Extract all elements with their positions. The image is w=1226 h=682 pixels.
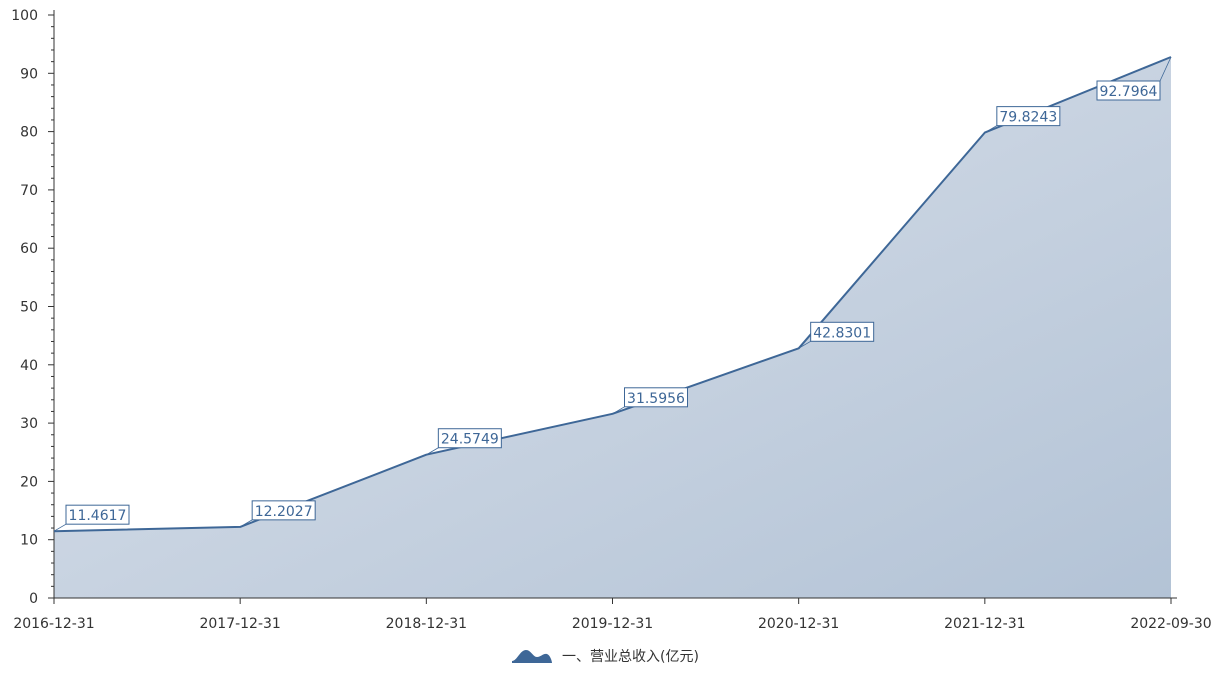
legend-area-icon	[512, 650, 552, 663]
y-tick-label: 40	[20, 358, 38, 374]
axes: 0 10 20 30 40 50 60 70 80 90 100 2016-12-31 2017-12-…	[11, 8, 1211, 632]
series-area	[54, 57, 1171, 598]
data-label-box	[996, 106, 1061, 127]
data-label: 11.4617	[53, 504, 130, 532]
data-label-box	[251, 500, 316, 521]
x-tick-label: 2022-09-30	[1130, 616, 1211, 632]
data-label: 24.5749	[426, 428, 502, 456]
y-tick-label: 50	[20, 300, 38, 316]
x-tick-label: 2018-12-31	[386, 616, 467, 632]
y-tick-label: 90	[20, 66, 38, 82]
data-label-value: 11.4617	[69, 508, 127, 524]
data-labels: 11.4617 12.2027 24.5749 31.5956 42.8301 79.82…	[53, 56, 1172, 532]
legend-label: 一、营业总收入(亿元)	[562, 649, 699, 665]
legend[interactable]: 一、营业总收入(亿元)	[512, 646, 699, 666]
data-label-value: 12.2027	[255, 504, 313, 520]
x-tick-label: 2021-12-31	[944, 616, 1025, 632]
data-label-leader	[612, 406, 625, 415]
y-tick-label: 60	[20, 241, 38, 257]
data-label-leader	[984, 125, 998, 133]
data-label-leader	[53, 523, 67, 532]
data-label-leader	[426, 447, 439, 456]
area-layer	[54, 57, 1171, 598]
data-label-box	[1096, 80, 1161, 101]
y-tick-label: 0	[29, 591, 38, 607]
data-label: 92.7964	[1096, 56, 1172, 101]
x-tick-label: 2019-12-31	[572, 616, 653, 632]
data-label-box	[437, 428, 502, 449]
data-label-leader	[798, 340, 811, 349]
data-label-leader	[239, 519, 253, 528]
data-label-value: 31.5956	[627, 391, 685, 407]
data-label-box	[65, 504, 130, 525]
y-tick-label: 30	[20, 416, 38, 432]
data-label-value: 79.8243	[999, 110, 1057, 126]
data-label: 42.8301	[798, 321, 875, 349]
data-label-value: 42.8301	[813, 325, 871, 341]
data-label-value: 92.7964	[1100, 84, 1158, 100]
x-tick-label: 2017-12-31	[199, 616, 280, 632]
y-tick-label: 80	[20, 125, 38, 141]
x-tick-label: 2020-12-31	[758, 616, 839, 632]
data-label-leader	[1159, 56, 1172, 82]
data-label-box	[624, 387, 688, 408]
y-tick-label: 70	[20, 183, 38, 199]
y-tick-label: 100	[11, 8, 38, 24]
data-label: 79.8243	[984, 106, 1061, 133]
data-label-box	[810, 321, 875, 342]
y-tick-label: 20	[20, 474, 38, 490]
data-label-value: 24.5749	[441, 432, 499, 448]
y-tick-label: 10	[20, 533, 38, 549]
data-label: 12.2027	[239, 500, 316, 528]
x-tick-label: 2016-12-31	[13, 616, 94, 632]
data-label: 31.5956	[612, 387, 688, 415]
